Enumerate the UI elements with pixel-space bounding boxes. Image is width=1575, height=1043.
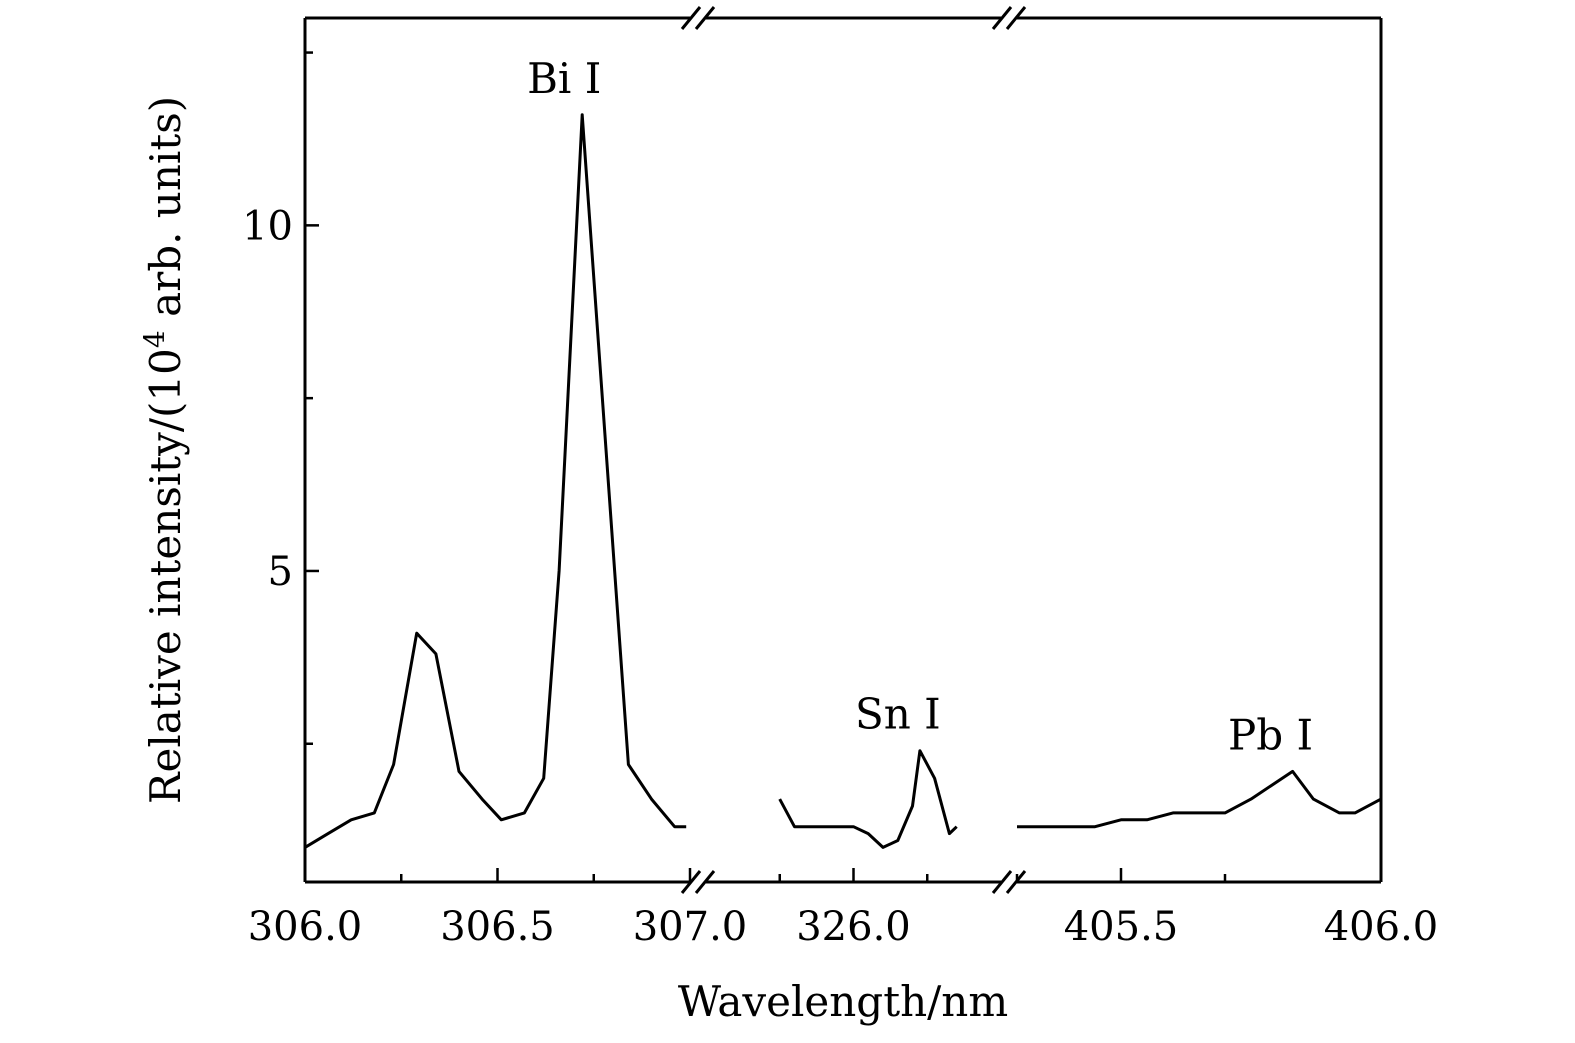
x-tick-label: 306.5 <box>440 904 555 950</box>
x-tick-label: 405.5 <box>1064 904 1179 950</box>
spectrum-line <box>778 749 958 849</box>
axis-break-mark <box>991 870 1013 894</box>
x-tick-label: 306.0 <box>248 904 363 950</box>
x-tick-label: 307.0 <box>633 904 748 950</box>
x-tick-label: 406.0 <box>1324 904 1439 950</box>
peak-label: Bi I <box>527 54 601 103</box>
spectrum-curves <box>304 113 1382 849</box>
axis-break-mark <box>680 870 702 894</box>
y-axis-title-superscript: 4 <box>138 330 171 348</box>
axis-breaks <box>680 6 1027 894</box>
y-axis-title-suffix: arb. units) <box>141 96 190 330</box>
y-tick-label: 10 <box>242 203 293 249</box>
axis-break-mark <box>991 6 1013 30</box>
y-tick-label: 5 <box>268 549 293 595</box>
spectrum-line <box>304 113 687 849</box>
y-axis-title: Relative intensity/(104 arb. units) <box>138 96 190 804</box>
axis-ticks <box>303 51 1383 882</box>
axis-break-mark <box>1005 6 1027 30</box>
plot-frame <box>303 16 1383 884</box>
peak-label: Pb I <box>1228 710 1313 759</box>
spectrum-line <box>1017 769 1382 829</box>
axis-break-mark <box>680 6 702 30</box>
y-axis-title-prefix: Relative intensity/(10 <box>141 348 190 804</box>
peak-label: Sn I <box>855 690 941 739</box>
x-axis-title: Wavelength/nm <box>678 977 1008 1026</box>
x-tick-label: 326.0 <box>796 904 911 950</box>
axis-break-mark <box>1005 870 1027 894</box>
text-labels: 5 10 306.0 306.5 307.0 326.0 405.5 406.0 Bi I Sn … <box>138 54 1438 1026</box>
axis-break-mark <box>694 6 716 30</box>
axis-break-mark <box>694 870 716 894</box>
